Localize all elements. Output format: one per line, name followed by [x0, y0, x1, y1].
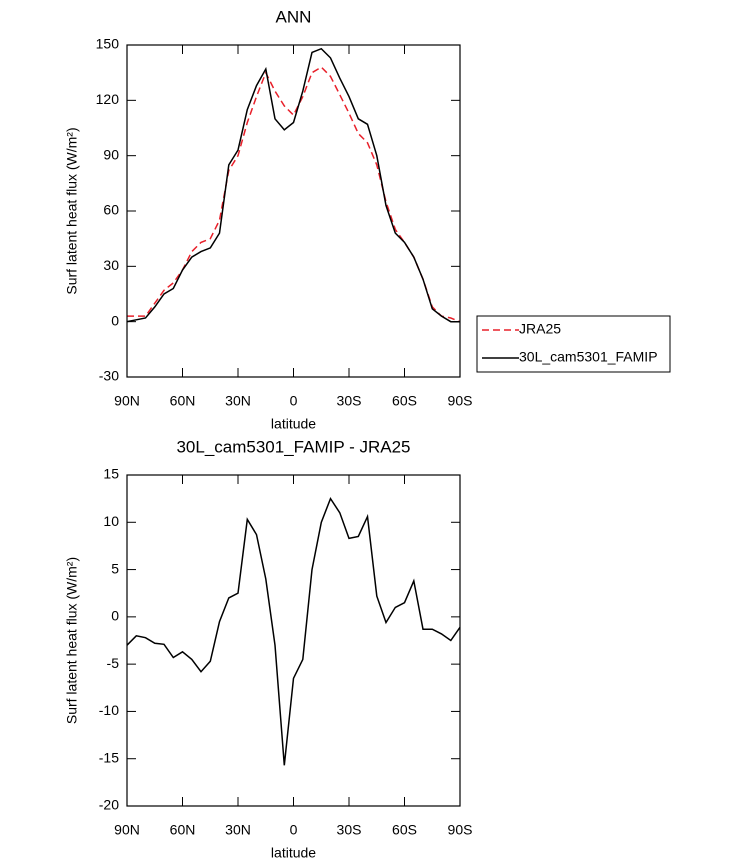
x-tick-label: 30S	[337, 393, 362, 409]
legend-label: JRA25	[519, 321, 561, 337]
plot-frame	[126, 474, 461, 807]
data-line	[126, 496, 461, 766]
y-tick-label: 15	[103, 466, 119, 482]
y-tick-label: 90	[103, 146, 119, 162]
x-tick-label: 30N	[225, 822, 251, 838]
x-tick-label: 90S	[448, 822, 473, 838]
x-tick-label: 30S	[337, 822, 362, 838]
x-tick-label: 90N	[114, 393, 140, 409]
data-line	[127, 66, 461, 323]
y-tick-label: 0	[111, 608, 119, 624]
y-tick-label: 120	[96, 91, 120, 107]
y-tick-label: 30	[103, 257, 119, 273]
x-tick-label: 30N	[225, 393, 251, 409]
legend-box	[476, 315, 671, 373]
plot-frame	[126, 44, 461, 378]
x-tick-label: 90S	[448, 393, 473, 409]
chart-title: ANN	[276, 7, 312, 26]
y-tick-label: 150	[96, 36, 120, 52]
y-tick-label: 5	[111, 560, 119, 576]
y-tick-label: -15	[99, 749, 119, 765]
x-tick-label: 60S	[392, 822, 417, 838]
chart-title: 30L_cam5301_FAMIP - JRA25	[176, 437, 410, 456]
x-tick-label: 0	[290, 822, 298, 838]
x-axis-label: latitude	[271, 416, 316, 432]
y-tick-label: -20	[99, 797, 119, 813]
x-tick-label: 60N	[170, 393, 196, 409]
x-axis-label: latitude	[271, 845, 316, 861]
y-tick-label: 10	[103, 513, 119, 529]
y-axis-label: Surf latent heat flux (W/m²)	[64, 557, 80, 724]
y-tick-label: 60	[103, 202, 119, 218]
y-tick-label: -10	[99, 702, 119, 718]
y-tick-label: -30	[99, 368, 119, 384]
legend-label: 30L_cam5301_FAMIP	[519, 349, 658, 365]
x-tick-label: 60N	[170, 822, 196, 838]
x-tick-label: 90N	[114, 822, 140, 838]
y-tick-label: -5	[107, 655, 120, 671]
data-line	[126, 47, 460, 323]
x-tick-label: 60S	[392, 393, 417, 409]
y-tick-label: 0	[111, 312, 119, 328]
y-axis-label: Surf latent heat flux (W/m²)	[64, 127, 80, 294]
x-tick-label: 0	[290, 393, 298, 409]
